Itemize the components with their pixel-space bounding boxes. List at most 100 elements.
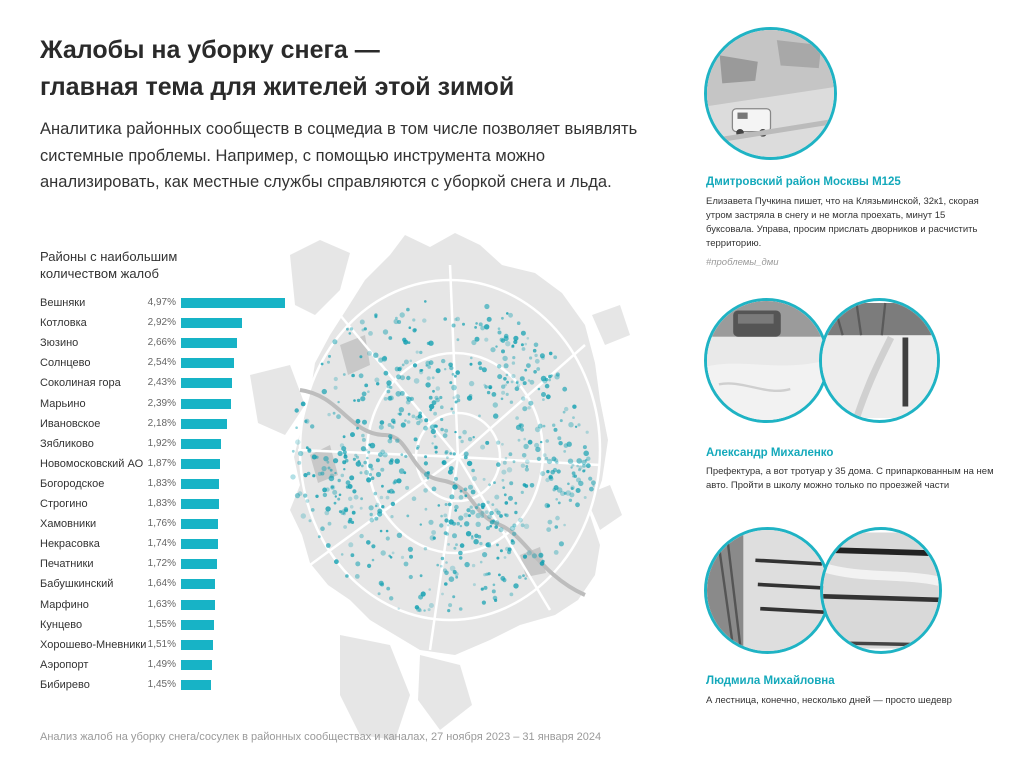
complaint-dot xyxy=(435,386,441,391)
complaint-dot xyxy=(557,436,562,441)
complaint-dot xyxy=(424,455,428,459)
complaint-dot xyxy=(454,317,458,322)
complaint-dot xyxy=(529,356,533,360)
complaint-dot xyxy=(431,530,436,535)
complaint-dot xyxy=(453,546,457,550)
complaint-dot xyxy=(492,519,495,523)
complaint-dot xyxy=(506,380,509,384)
complaint-dot xyxy=(502,355,508,362)
complaint-dot xyxy=(544,383,550,389)
complaint-dot xyxy=(423,547,428,551)
complaint-dot xyxy=(379,495,384,500)
complaint-dot xyxy=(458,435,462,439)
bar xyxy=(181,318,243,329)
complaint-dot xyxy=(527,439,533,445)
bar xyxy=(181,579,216,590)
complaint-dot xyxy=(449,381,453,385)
complaint-dot xyxy=(333,501,337,505)
complaint-dots xyxy=(290,300,596,613)
complaint-dot xyxy=(439,523,444,528)
complaint-dot xyxy=(541,392,546,397)
complaint-dot xyxy=(390,515,394,519)
complaint-dot xyxy=(502,460,507,465)
complaint-dot xyxy=(388,460,394,465)
complaint-dot xyxy=(481,367,487,373)
title-line-2: главная тема для жителей этой зимой xyxy=(40,73,515,101)
complaint-dot xyxy=(442,433,448,438)
complaint-dot xyxy=(516,383,521,387)
bar-row: Новомосковский АО 1,87% xyxy=(40,456,300,476)
complaint-dot xyxy=(505,373,509,377)
bar-value-label: 1,51% xyxy=(147,638,176,650)
complaint-dot xyxy=(522,406,528,412)
complaint-dot xyxy=(572,474,575,478)
complaint-dot xyxy=(353,494,359,500)
complaint-dot xyxy=(466,460,473,467)
complaint-dot xyxy=(349,475,355,481)
complaint-dot xyxy=(546,458,553,465)
complaint-dot xyxy=(368,473,372,477)
complaint-dot xyxy=(478,322,483,327)
complaint-dot xyxy=(454,400,458,404)
complaint-dot xyxy=(444,428,449,433)
complaint-dot xyxy=(400,453,404,456)
complaint-dot xyxy=(297,460,302,465)
complaint-dot xyxy=(404,454,408,458)
complaint-dot xyxy=(464,521,470,527)
complaint-dot xyxy=(496,556,500,560)
complaint-dot xyxy=(295,439,301,445)
complaint-dot xyxy=(406,396,412,402)
complaint-dot xyxy=(553,485,559,491)
complaint-dot xyxy=(340,553,344,556)
complaint-dot xyxy=(428,360,434,366)
complaint-dot xyxy=(323,456,329,462)
complaint-dot xyxy=(381,484,384,488)
complaint-dot xyxy=(501,390,506,395)
complaint-dot xyxy=(555,498,558,501)
complaint-dot xyxy=(343,468,346,471)
complaint-dot xyxy=(348,517,353,522)
bar-category-label: Ивановское xyxy=(40,417,101,430)
complaint-dot xyxy=(534,442,540,448)
stairs-railing-image xyxy=(707,530,828,651)
complaint-dot xyxy=(416,420,421,426)
complaint-dot xyxy=(496,543,499,547)
bar xyxy=(181,338,237,349)
complaint-dot xyxy=(430,428,436,435)
complaint-dot xyxy=(355,418,361,424)
complaint-dot xyxy=(491,589,496,594)
complaint-dot xyxy=(330,485,334,489)
complaint-dot xyxy=(426,476,430,480)
complaint-dot xyxy=(308,519,312,523)
complaint-dot xyxy=(526,363,531,368)
complaint-dot xyxy=(359,471,363,475)
complaint-dot xyxy=(303,473,308,478)
complaint-dot xyxy=(553,458,559,463)
bar-value-label: 2,92% xyxy=(147,317,176,329)
bar xyxy=(181,438,222,449)
complaint-dot xyxy=(501,469,507,475)
complaint-dot xyxy=(487,514,492,520)
complaint-dot xyxy=(405,485,410,490)
complaint-dot xyxy=(431,400,437,406)
complaint-dot xyxy=(356,398,361,403)
complaint-dot xyxy=(423,609,426,612)
complaint-dot xyxy=(367,563,372,568)
complaint-dot xyxy=(485,440,490,445)
complaint-dot xyxy=(382,329,389,335)
complaint-dot xyxy=(434,450,438,454)
complaint-dot xyxy=(446,456,449,459)
complaint-dot xyxy=(327,521,332,526)
complaint-dot xyxy=(512,356,516,360)
complaint-dot xyxy=(337,497,341,501)
complaint-dot xyxy=(315,455,319,459)
complaint-dot xyxy=(409,359,413,363)
complaint-dot xyxy=(445,561,448,564)
complaint-dot xyxy=(454,374,457,378)
complaint-dot xyxy=(418,594,424,600)
complaint-dot xyxy=(360,396,366,402)
complaint-dot xyxy=(517,438,521,442)
complaint-dot xyxy=(429,535,436,541)
complaint-dot xyxy=(449,494,455,500)
complaint-dot xyxy=(430,424,436,430)
